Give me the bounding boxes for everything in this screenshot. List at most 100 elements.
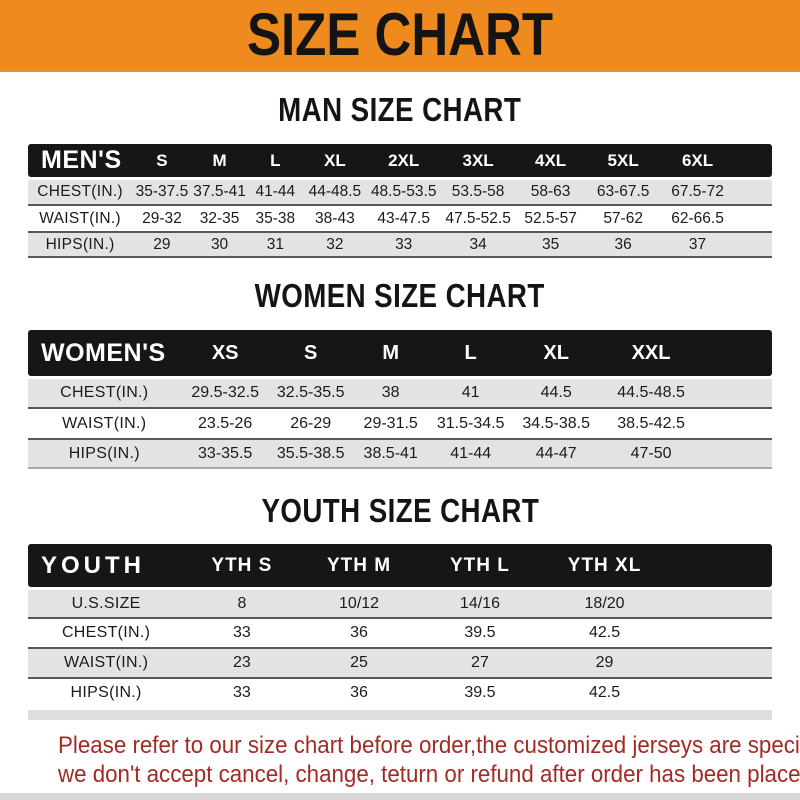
size-value-cell: 42.5: [541, 617, 668, 647]
size-column-header: XXL: [600, 330, 702, 376]
size-value-cell: 32.5-35.5: [269, 376, 352, 407]
size-column-header: XL: [511, 330, 601, 376]
size-value-cell: 47-50: [600, 438, 702, 469]
youth-size-table: YOUTH YTH S YTH M YTH L YTH XL U.S.SIZE 8 10/12…: [28, 544, 772, 707]
content-area: MAN SIZE CHART MEN'S S M L XL 2XL 3XL 4XL 5XL 6XL…: [0, 91, 800, 789]
size-value-cell: 57-62: [585, 204, 661, 231]
size-column-header: 2XL: [366, 144, 441, 177]
size-value-cell: 31: [247, 231, 304, 258]
size-column-header: 4XL: [515, 144, 586, 177]
size-column-header: M: [191, 144, 248, 177]
size-value-cell: 18/20: [541, 587, 668, 617]
filler-cell: [701, 438, 772, 469]
size-value-cell: 41-44: [247, 177, 304, 204]
size-value-cell: 35-38: [247, 204, 304, 231]
filler-cell: [667, 617, 772, 647]
women-size-table: WOMEN'S XS S M L XL XXL CHEST(IN.) 29.5-32.5 32.5…: [28, 330, 772, 469]
size-column-header: M: [351, 330, 430, 376]
size-column-header: L: [429, 330, 512, 376]
size-value-cell: 23: [184, 647, 300, 677]
women-section-title-text: WOMEN SIZE CHART: [254, 277, 546, 314]
size-value-cell: 31.5-34.5: [429, 407, 512, 438]
filler-cell: [734, 144, 772, 177]
row-label: CHEST(IN.): [28, 376, 181, 407]
size-value-cell: 32: [303, 231, 367, 258]
size-value-cell: 14/16: [418, 587, 542, 617]
size-value-cell: 29.5-32.5: [180, 376, 270, 407]
size-value-cell: 44-47: [511, 438, 601, 469]
man-size-table: MEN'S S M L XL 2XL 3XL 4XL 5XL 6XL CHEST(IN.) 35-37…: [28, 144, 772, 258]
filler-cell: [667, 544, 772, 587]
size-value-cell: 10/12: [299, 587, 419, 617]
size-column-header: XL: [303, 144, 367, 177]
size-value-cell: 38: [351, 376, 430, 407]
size-value-cell: 33-35.5: [180, 438, 270, 469]
filler-cell: [734, 177, 772, 204]
size-value-cell: 38.5-41: [351, 438, 430, 469]
table-corner-label: MEN'S: [28, 144, 133, 177]
table-row: U.S.SIZE 8 10/12 14/16 18/20: [28, 587, 772, 617]
youth-section-title-text: YOUTH SIZE CHART: [261, 492, 539, 529]
page-title: SIZE CHART: [247, 1, 553, 68]
size-value-cell: 36: [299, 677, 419, 707]
size-column-header: S: [269, 330, 352, 376]
table-row: CHEST(IN.) 33 36 39.5 42.5: [28, 617, 772, 647]
size-value-cell: 37.5-41: [191, 177, 248, 204]
row-label: HIPS(IN.): [28, 438, 181, 469]
disclaimer-line1: Please refer to our size chart before or…: [58, 732, 800, 759]
size-value-cell: 43-47.5: [366, 204, 441, 231]
filler-cell: [667, 647, 772, 677]
size-value-cell: 33: [184, 617, 300, 647]
filler-cell: [734, 231, 772, 258]
size-value-cell: 36: [585, 231, 661, 258]
size-value-cell: 67.5-72: [660, 177, 735, 204]
banner: SIZE CHART: [0, 0, 800, 72]
table-row: HIPS(IN.) 29 30 31 32 33 34 35 36 37: [28, 231, 772, 258]
size-value-cell: 33: [184, 677, 300, 707]
size-value-cell: 32-35: [191, 204, 248, 231]
size-value-cell: 39.5: [418, 677, 542, 707]
size-value-cell: 34.5-38.5: [511, 407, 601, 438]
size-column-header: XS: [180, 330, 270, 376]
man-section-title-text: MAN SIZE CHART: [278, 91, 522, 128]
size-column-header: YTH L: [418, 544, 542, 587]
size-value-cell: 8: [184, 587, 300, 617]
size-value-cell: 37: [660, 231, 735, 258]
size-value-cell: 34: [440, 231, 516, 258]
size-value-cell: 53.5-58: [440, 177, 516, 204]
man-section-title: MAN SIZE CHART: [28, 91, 772, 129]
size-value-cell: 35.5-38.5: [269, 438, 352, 469]
row-label: HIPS(IN.): [28, 677, 185, 707]
disclaimer: Please refer to our size chart before or…: [58, 731, 800, 789]
size-value-cell: 44.5-48.5: [600, 376, 702, 407]
size-value-cell: 58-63: [515, 177, 586, 204]
table-row: HIPS(IN.) 33 36 39.5 42.5: [28, 677, 772, 707]
size-column-header: L: [247, 144, 304, 177]
filler-cell: [701, 330, 772, 376]
table-corner-label: YOUTH: [28, 544, 185, 587]
size-column-header: YTH S: [184, 544, 300, 587]
size-value-cell: 35-37.5: [132, 177, 192, 204]
size-value-cell: 27: [418, 647, 542, 677]
size-value-cell: 38.5-42.5: [600, 407, 702, 438]
filler-cell: [701, 407, 772, 438]
disclaimer-line2: we don't accept cancel, change, teturn o…: [58, 761, 800, 788]
size-value-cell: 41-44: [429, 438, 512, 469]
size-value-cell: 23.5-26: [180, 407, 270, 438]
size-value-cell: 30: [191, 231, 248, 258]
row-label: CHEST(IN.): [28, 177, 133, 204]
size-value-cell: 52.5-57: [515, 204, 586, 231]
size-value-cell: 33: [366, 231, 441, 258]
size-value-cell: 41: [429, 376, 512, 407]
table-header-row: WOMEN'S XS S M L XL XXL: [28, 330, 772, 376]
size-value-cell: 44-48.5: [303, 177, 367, 204]
size-value-cell: 26-29: [269, 407, 352, 438]
size-column-header: 5XL: [585, 144, 661, 177]
filler-cell: [667, 677, 772, 707]
size-value-cell: 29: [132, 231, 192, 258]
size-column-header: 6XL: [660, 144, 735, 177]
size-value-cell: 29: [541, 647, 668, 677]
filler-cell: [701, 376, 772, 407]
size-value-cell: 25: [299, 647, 419, 677]
